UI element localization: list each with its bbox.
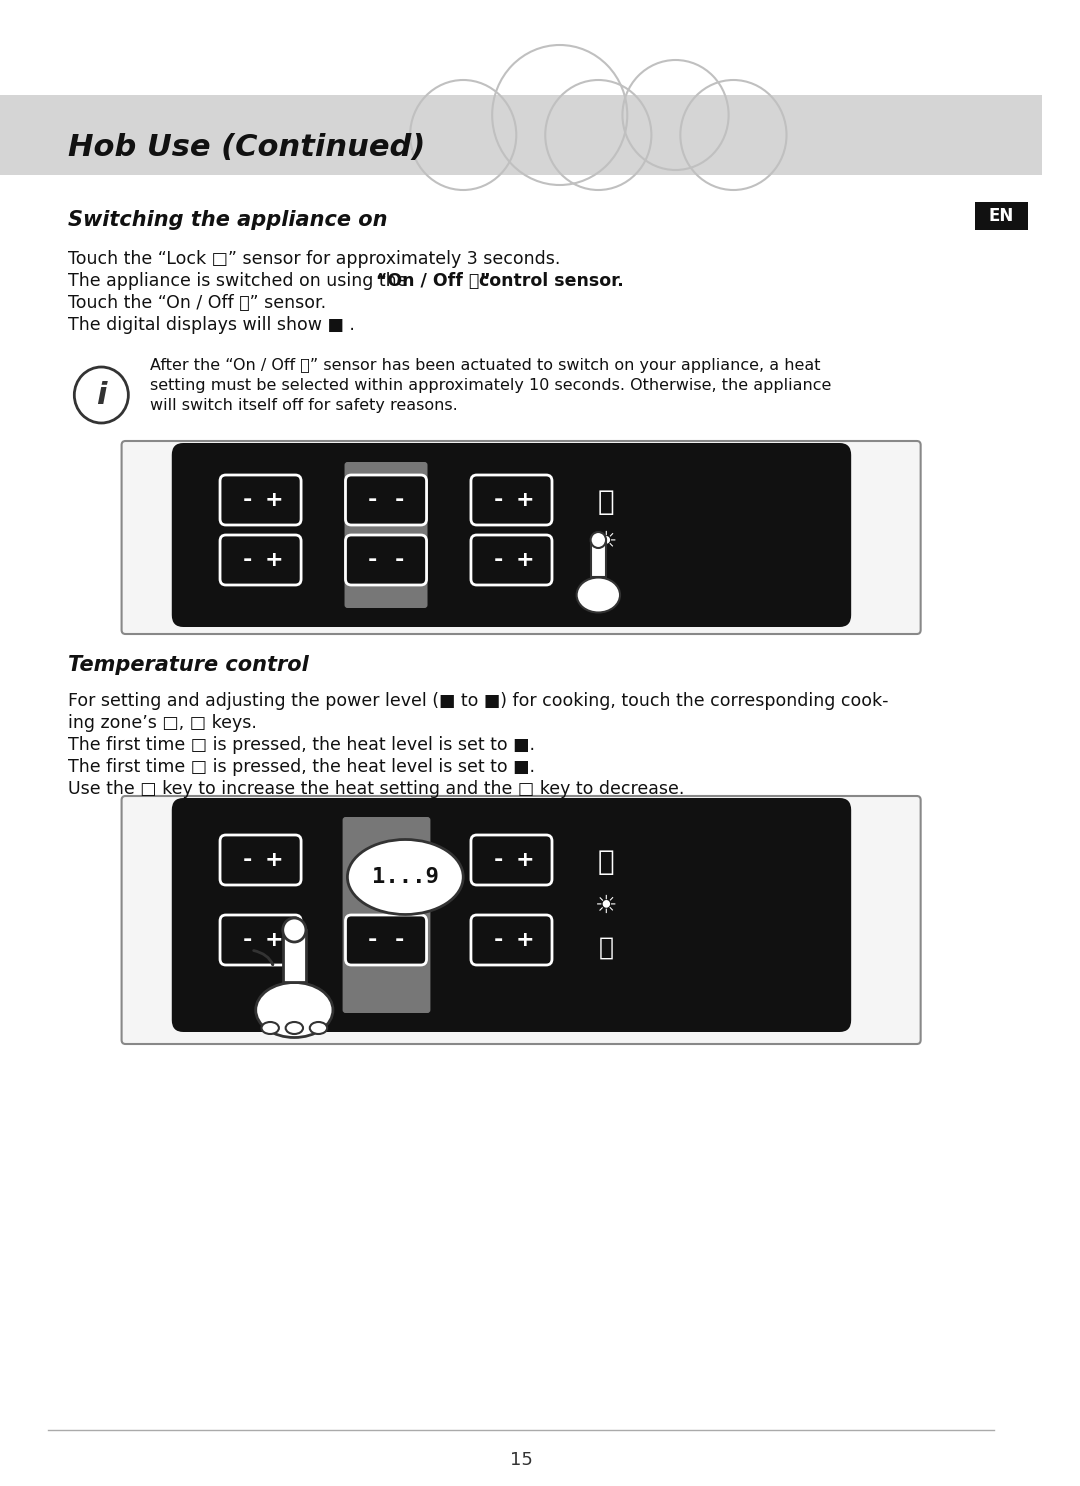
Text: -: -: [494, 850, 502, 869]
FancyBboxPatch shape: [172, 798, 851, 1031]
Text: ing zone’s □, □ keys.: ing zone’s □, □ keys.: [68, 713, 256, 733]
Text: 🔒: 🔒: [597, 849, 615, 877]
FancyBboxPatch shape: [122, 796, 920, 1045]
Text: ☀: ☀: [595, 531, 618, 554]
Text: setting must be selected within approximately 10 seconds. Otherwise, the applian: setting must be selected within approxim…: [150, 377, 831, 392]
Ellipse shape: [285, 1022, 303, 1034]
Text: Use the □ key to increase the heat setting and the □ key to decrease.: Use the □ key to increase the heat setti…: [68, 780, 684, 798]
Text: “On / Off ⏻”: “On / Off ⏻”: [376, 272, 491, 290]
FancyBboxPatch shape: [220, 835, 301, 886]
Text: After the “On / Off ⏻” sensor has been actuated to switch on your appliance, a h: After the “On / Off ⏻” sensor has been a…: [150, 358, 820, 373]
Text: +: +: [515, 490, 535, 510]
Polygon shape: [591, 539, 606, 577]
FancyBboxPatch shape: [346, 476, 427, 525]
Circle shape: [591, 532, 606, 548]
Text: The appliance is switched on using the: The appliance is switched on using the: [68, 272, 413, 290]
Text: control sensor.: control sensor.: [473, 272, 623, 290]
Text: -: -: [242, 850, 252, 869]
Text: EN: EN: [988, 207, 1013, 224]
FancyBboxPatch shape: [220, 535, 301, 585]
Text: -: -: [242, 550, 252, 571]
Text: -: -: [395, 550, 404, 571]
FancyBboxPatch shape: [974, 202, 1028, 230]
FancyBboxPatch shape: [471, 476, 552, 525]
Text: Touch the “On / Off ⏻” sensor.: Touch the “On / Off ⏻” sensor.: [68, 294, 326, 312]
Text: +: +: [265, 490, 283, 510]
Circle shape: [283, 918, 306, 942]
Ellipse shape: [310, 1022, 327, 1034]
FancyBboxPatch shape: [346, 915, 427, 964]
FancyBboxPatch shape: [172, 443, 851, 627]
Ellipse shape: [577, 578, 620, 612]
FancyBboxPatch shape: [345, 462, 428, 608]
Text: i: i: [96, 380, 107, 410]
Text: For setting and adjusting the power level (■ to ■) for cooking, touch the corres: For setting and adjusting the power leve…: [68, 692, 888, 710]
Text: -: -: [368, 550, 377, 571]
Text: +: +: [265, 850, 283, 869]
Text: Temperature control: Temperature control: [68, 655, 308, 675]
Ellipse shape: [261, 1022, 279, 1034]
Text: -: -: [494, 550, 502, 571]
Text: ☀: ☀: [595, 895, 618, 918]
Text: -: -: [242, 930, 252, 950]
Text: 1...9: 1...9: [372, 866, 438, 887]
Text: -: -: [494, 930, 502, 950]
Text: -: -: [242, 490, 252, 510]
Polygon shape: [283, 930, 306, 982]
Text: The digital displays will show ■ .: The digital displays will show ■ .: [68, 317, 354, 334]
Text: -: -: [395, 490, 404, 510]
FancyBboxPatch shape: [220, 476, 301, 525]
Text: +: +: [515, 850, 535, 869]
Text: +: +: [265, 930, 283, 950]
Text: +: +: [265, 550, 283, 571]
Text: +: +: [515, 550, 535, 571]
FancyBboxPatch shape: [471, 835, 552, 886]
Text: Switching the appliance on: Switching the appliance on: [68, 210, 387, 230]
Text: Hob Use (Continued): Hob Use (Continued): [68, 134, 424, 162]
Text: The first time □ is pressed, the heat level is set to ■.: The first time □ is pressed, the heat le…: [68, 758, 535, 776]
FancyBboxPatch shape: [342, 817, 431, 1013]
FancyBboxPatch shape: [220, 915, 301, 964]
Text: 15: 15: [510, 1450, 532, 1470]
FancyBboxPatch shape: [471, 535, 552, 585]
Text: +: +: [515, 930, 535, 950]
Ellipse shape: [256, 982, 333, 1037]
FancyArrowPatch shape: [254, 951, 273, 964]
FancyBboxPatch shape: [0, 95, 1042, 175]
Ellipse shape: [348, 840, 463, 914]
Text: -: -: [494, 490, 502, 510]
FancyBboxPatch shape: [346, 535, 427, 585]
Text: -: -: [368, 490, 377, 510]
Text: ⏻: ⏻: [598, 936, 613, 960]
Text: -: -: [395, 930, 404, 950]
Text: Touch the “Lock □” sensor for approximately 3 seconds.: Touch the “Lock □” sensor for approximat…: [68, 250, 559, 267]
Text: The first time □ is pressed, the heat level is set to ■.: The first time □ is pressed, the heat le…: [68, 736, 535, 753]
Text: 🔒: 🔒: [597, 487, 615, 516]
FancyBboxPatch shape: [471, 915, 552, 964]
Text: -: -: [368, 930, 377, 950]
FancyBboxPatch shape: [122, 441, 920, 635]
Text: will switch itself off for safety reasons.: will switch itself off for safety reason…: [150, 398, 457, 413]
